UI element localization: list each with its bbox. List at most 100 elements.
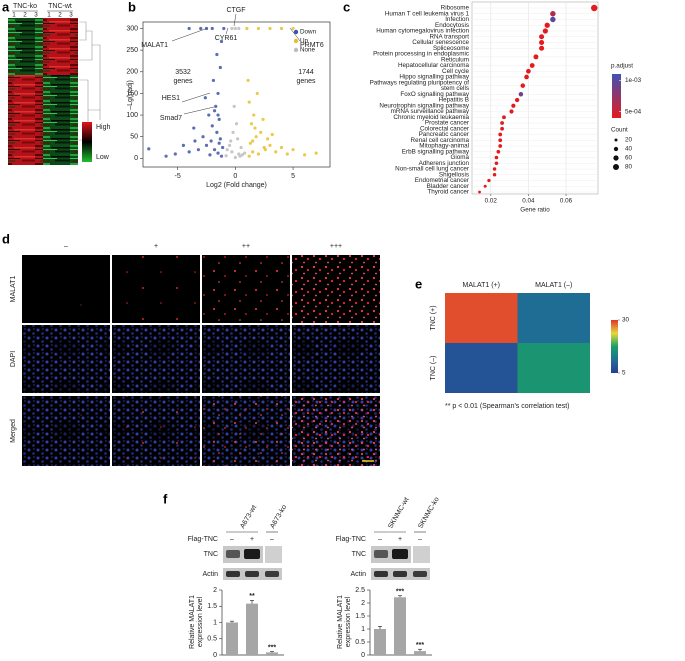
point	[164, 154, 168, 158]
point	[268, 143, 272, 147]
point	[245, 26, 249, 31]
annotation: PRMT6	[300, 42, 324, 49]
x-tick-label: 0.06	[560, 198, 573, 205]
point	[212, 148, 217, 152]
point	[219, 154, 224, 158]
size-legend-label: 80	[625, 164, 633, 171]
treatment-label: Flag-TNC	[336, 536, 366, 543]
point	[237, 26, 241, 31]
bar	[226, 622, 238, 655]
point	[210, 26, 214, 31]
x-axis-label: Gene ratio	[520, 207, 550, 214]
point	[193, 139, 197, 143]
point	[314, 151, 318, 155]
treatment: –	[270, 536, 274, 543]
size-legend-dot	[613, 146, 619, 152]
point	[221, 145, 225, 150]
y-axis-label: –Lg(padj)	[127, 80, 134, 110]
category-label: Adherens junction	[419, 160, 470, 167]
replicate-label: 3	[34, 12, 38, 19]
point	[285, 152, 289, 156]
category-label: Bladder cancer	[427, 183, 469, 190]
point	[248, 141, 252, 145]
micrograph-signal	[112, 255, 200, 323]
point	[181, 143, 186, 147]
category-label: ErbB signalling pathway	[402, 148, 470, 155]
category-label: Hepatocellular carcinoma	[398, 62, 470, 69]
point	[201, 135, 205, 139]
point	[207, 113, 211, 117]
significance: **	[249, 593, 255, 600]
panel-label: c	[343, 0, 350, 14]
point	[291, 26, 295, 31]
significance: ***	[268, 644, 276, 651]
dendrogram	[79, 21, 101, 141]
row-label: DAPI	[10, 351, 17, 367]
significance: ***	[396, 589, 404, 596]
size-legend-dot	[612, 163, 620, 171]
micrograph-signal	[22, 255, 110, 323]
point	[204, 26, 209, 31]
point	[233, 155, 237, 160]
heatmap-cell	[517, 293, 590, 343]
heatmap-block	[43, 18, 78, 75]
annotation: genes	[296, 78, 316, 85]
band	[226, 571, 240, 577]
dot	[483, 184, 487, 188]
point	[253, 126, 257, 130]
dot	[542, 28, 548, 34]
y-tick-label: 100	[126, 112, 138, 119]
point	[218, 65, 222, 70]
lane-group-label: SKNMC-wt	[387, 496, 410, 530]
point	[247, 154, 251, 158]
annotation: genes	[173, 78, 193, 85]
category-label: Neurotrophin signalling pathway	[379, 102, 469, 109]
point	[187, 150, 191, 154]
point	[147, 147, 151, 151]
dot	[511, 103, 516, 108]
category-label: Hepatitis B	[439, 97, 469, 104]
point	[236, 137, 240, 141]
y-tick-label: 0	[213, 652, 217, 659]
y-axis-label: Relative MALAT1	[337, 595, 344, 649]
band	[413, 571, 427, 577]
legend-swatch	[293, 38, 299, 44]
dot	[500, 126, 504, 131]
replicate-label: 1	[12, 12, 16, 19]
category-label: stem cells	[441, 85, 469, 92]
point	[209, 139, 213, 143]
x-tick-label: 0.04	[522, 198, 535, 205]
replicate-label: 2	[23, 12, 27, 19]
point	[216, 91, 220, 96]
significance: ***	[416, 642, 424, 649]
column-label: –	[64, 243, 68, 250]
colorbar-tick-label: 1e-03	[625, 77, 642, 84]
y-axis-label: Relative MALAT1	[189, 595, 196, 649]
y-tick-label: 1	[361, 626, 365, 633]
category-label: Human cytomegalovirus infection	[376, 28, 469, 35]
point	[231, 130, 235, 134]
category-label: Reticulum	[441, 56, 469, 63]
blot	[413, 546, 430, 563]
size-legend-label: 40	[625, 146, 633, 153]
point	[256, 152, 261, 156]
dot	[539, 39, 545, 46]
point	[218, 137, 222, 141]
replicate-label: 1	[47, 12, 51, 19]
point	[219, 39, 224, 44]
dot	[514, 97, 520, 103]
y-tick-label: 1.5	[355, 613, 365, 620]
point	[217, 117, 221, 121]
point	[215, 52, 219, 57]
colorbar-tick-label: 30	[622, 317, 630, 324]
point	[192, 126, 196, 130]
column-group-label: TNC-ko	[13, 3, 37, 10]
dot	[492, 167, 497, 171]
point	[210, 124, 214, 128]
point	[214, 104, 218, 109]
y-tick-label: 1.5	[207, 603, 217, 610]
point	[196, 148, 201, 152]
band	[265, 571, 279, 577]
point	[227, 143, 232, 147]
